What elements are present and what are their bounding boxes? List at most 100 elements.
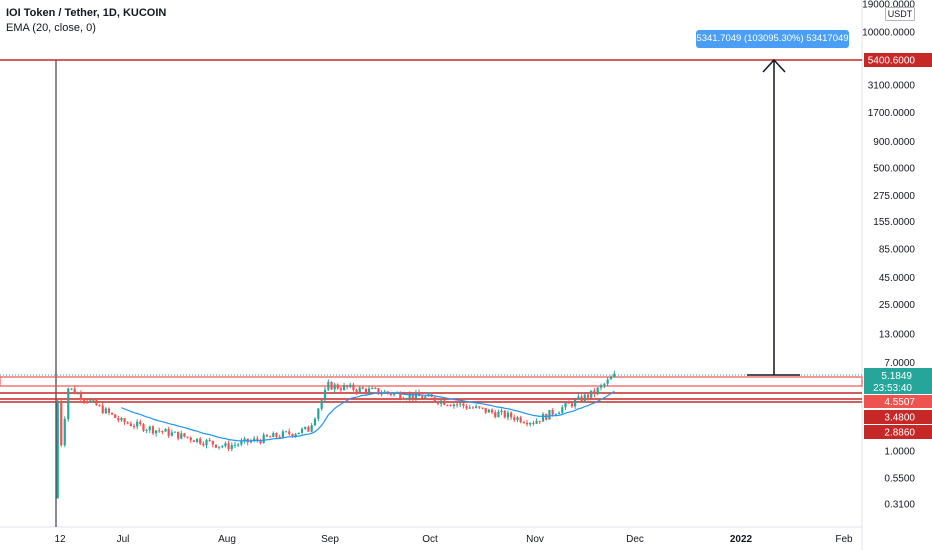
symbol-title: IOI Token / Tether, 1D, KUCOIN: [6, 7, 167, 19]
candle-body: [227, 443, 230, 449]
candle-body: [170, 432, 173, 436]
candle-body: [339, 388, 343, 390]
price-tag-5400: 5400.6000: [868, 56, 916, 67]
candle-body: [148, 426, 151, 430]
candle-body: [211, 440, 214, 445]
candle-body: [310, 425, 313, 432]
candle-body: [151, 426, 155, 434]
candle-body: [56, 400, 59, 499]
candle-body: [374, 388, 377, 390]
candle-body: [268, 436, 272, 438]
candle-body: [256, 438, 259, 441]
candle-body: [336, 384, 339, 389]
candle-body: [386, 391, 389, 394]
candle-body: [465, 406, 468, 409]
candle-body: [358, 387, 361, 393]
y-tick-label: 1.0000: [884, 446, 915, 457]
candle-body: [291, 433, 294, 437]
candle-body: [199, 438, 202, 444]
candle-body: [132, 426, 136, 428]
candle-body: [129, 423, 132, 427]
candle-body: [570, 403, 574, 407]
candle-body: [352, 384, 355, 390]
candle-body: [411, 394, 414, 399]
x-tick-label: Aug: [218, 534, 236, 545]
candle-body: [218, 446, 221, 448]
candle-body: [320, 400, 323, 409]
candle-body: [313, 418, 317, 426]
candle-body: [82, 399, 86, 401]
candle-body: [167, 428, 170, 436]
candle-body: [98, 405, 101, 407]
candle-body: [123, 417, 126, 423]
candle-body: [525, 422, 529, 425]
candle-body: [230, 445, 233, 449]
candle-body: [202, 443, 205, 446]
candle-body: [364, 388, 368, 394]
x-tick-label: Oct: [422, 534, 438, 545]
currency-badge[interactable]: USDT: [885, 7, 915, 21]
candle-body: [519, 417, 522, 423]
price-tag-5400-bg: [864, 53, 932, 67]
candle-body: [233, 444, 237, 446]
candle-body: [567, 402, 570, 404]
candle-body: [389, 393, 393, 395]
candle-body: [278, 436, 281, 438]
y-tick-label: 3100.0000: [868, 81, 916, 92]
candle-body: [535, 420, 538, 424]
candle-body: [510, 412, 513, 418]
candle-body: [208, 439, 211, 441]
candle-body: [126, 422, 129, 424]
candle-body: [63, 418, 66, 446]
candle-body: [436, 401, 440, 404]
candle-body: [462, 403, 465, 407]
candle-body: [513, 417, 516, 421]
candle-body: [89, 400, 92, 403]
candle-body: [500, 410, 503, 413]
candle-body: [421, 396, 424, 399]
candle-body: [288, 431, 291, 434]
candle-body: [161, 430, 164, 432]
candle-body: [70, 388, 73, 390]
candle-body: [195, 438, 199, 442]
candle-body: [136, 421, 139, 427]
candle-body: [580, 396, 583, 402]
candle-body: [183, 433, 186, 437]
candle-body: [481, 407, 484, 409]
candle-body: [484, 408, 487, 413]
candle-body: [272, 432, 275, 438]
candle-body: [468, 407, 471, 409]
candle-body: [158, 430, 161, 432]
candle-body: [76, 393, 79, 395]
candle-body: [60, 400, 63, 446]
candle-body: [275, 432, 278, 437]
price-tag-level-c: 3.4800: [884, 413, 915, 424]
price-tag-level-b: 4.5507: [884, 397, 915, 408]
candle-body: [240, 440, 243, 445]
candle-body: [117, 417, 120, 421]
candle-body: [371, 388, 374, 390]
candle-body: [599, 385, 603, 388]
candle-body: [590, 390, 593, 398]
resistance-zone: [0, 376, 863, 387]
measure-label: 5341.7049 (103095.30%) 53417049: [696, 30, 849, 48]
candle-body: [377, 388, 380, 394]
candle-body: [120, 417, 123, 421]
candle-body: [79, 393, 83, 400]
x-tick-label: 12: [54, 534, 66, 545]
candle-body: [593, 390, 596, 395]
candle-body: [459, 403, 462, 405]
candle-body: [497, 412, 500, 418]
y-tick-label: 155.0000: [873, 217, 915, 228]
candle-body: [177, 431, 180, 439]
candle-body: [583, 394, 586, 402]
candle-body: [361, 387, 364, 389]
candle-body: [414, 392, 418, 399]
candle-body: [214, 444, 218, 448]
candle-body: [522, 422, 525, 424]
y-tick-label: 10000.0000: [862, 27, 915, 38]
candle-body: [424, 396, 427, 399]
candle-body: [154, 430, 158, 434]
candle-body: [92, 399, 95, 401]
